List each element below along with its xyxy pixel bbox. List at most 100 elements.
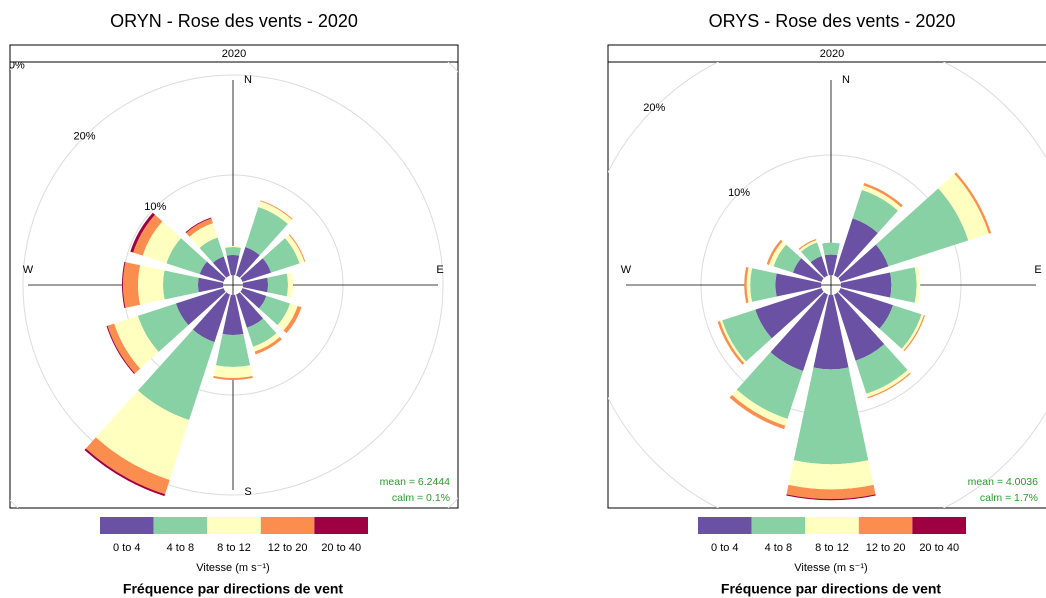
rose-segment — [133, 214, 163, 256]
r-tick-label: 30% — [3, 60, 25, 72]
strip-label: 2020 — [820, 48, 844, 60]
calm-label: calm = 0.1% — [392, 492, 450, 504]
r-tick-label: 10% — [144, 201, 166, 213]
rose-segment — [245, 207, 288, 256]
rose-segment — [750, 268, 777, 302]
compass-label: N — [842, 74, 850, 86]
strip-label: 2020 — [222, 48, 246, 60]
rose-segment — [867, 372, 911, 399]
grid-circle — [10, 62, 458, 508]
legend-label: 8 to 12 — [217, 542, 251, 554]
panel — [9, 61, 459, 509]
rose-segment — [786, 494, 876, 501]
rose-segment — [822, 242, 840, 256]
rose-segment — [801, 242, 822, 263]
legend-swatch — [100, 517, 154, 534]
rose-segment — [719, 320, 746, 364]
rose-segment — [879, 305, 922, 349]
rose-segment — [175, 288, 226, 326]
rose-segment — [863, 183, 903, 208]
rose-segment — [792, 258, 824, 282]
compass-label: W — [23, 264, 34, 276]
legend-swatch — [805, 517, 859, 534]
rose-segment — [186, 218, 213, 237]
rose-segment — [903, 315, 925, 352]
rose-segment — [240, 258, 272, 282]
rose-segment — [137, 303, 189, 352]
rose-segment — [213, 365, 253, 378]
rose-segment — [744, 266, 749, 304]
legend-swatch — [912, 517, 966, 534]
rose-segment — [137, 329, 215, 421]
rose-segment — [213, 375, 253, 380]
rose-segment — [166, 238, 207, 275]
r-tick-label: 20% — [643, 102, 665, 114]
rose-segment — [286, 272, 293, 298]
grid-circle — [22, 74, 444, 496]
mean-label: mean = 4.0036 — [968, 476, 1039, 488]
rose-segment — [283, 306, 302, 334]
r-tick-label: 10% — [728, 187, 750, 199]
rose-segment — [861, 185, 902, 211]
rose-segment — [242, 277, 268, 293]
rose-segment — [199, 261, 226, 282]
rose-segment — [285, 234, 305, 264]
rose-segment — [866, 370, 910, 398]
rose-segment — [236, 246, 260, 278]
rose-segment — [288, 234, 306, 262]
legend-swatch — [314, 517, 368, 534]
footer: Fréquence par directions de vent — [123, 581, 344, 597]
rose-segment — [142, 221, 181, 264]
chart-title: ORYN - Rose des vents - 2020 — [110, 11, 358, 31]
rose-segment — [258, 201, 292, 225]
rose-segment — [786, 484, 876, 499]
calm-label: calm = 1.7% — [980, 492, 1038, 504]
rose-segment — [840, 272, 892, 298]
rose-segment — [212, 256, 230, 278]
rose-segment — [731, 389, 788, 426]
compass-label: E — [1034, 264, 1041, 276]
legend-label: 12 to 20 — [268, 542, 308, 554]
compass-label: E — [436, 264, 443, 276]
legend-swatch — [751, 517, 806, 534]
rose-segment — [746, 267, 752, 303]
rose-segment — [722, 309, 772, 362]
rose-segment — [914, 266, 921, 304]
rose-segment — [793, 367, 869, 465]
rose-segment — [130, 212, 155, 253]
rose-segment — [246, 318, 277, 347]
rose-segment — [260, 200, 293, 220]
rose-segment — [277, 303, 298, 331]
rose-segment — [824, 254, 838, 276]
compass-label: W — [621, 264, 632, 276]
rose-segment — [240, 288, 267, 309]
rose-segment — [137, 265, 165, 305]
rose-segment — [189, 223, 218, 248]
rose-segment — [766, 239, 783, 265]
rose-segment — [855, 344, 908, 394]
rose-segment — [834, 292, 885, 361]
rose-segment — [95, 390, 190, 480]
compass-label: S — [244, 486, 251, 498]
rose-segment — [192, 292, 230, 343]
rose-segment — [838, 244, 889, 282]
rose-segment — [85, 437, 170, 495]
rose-segment — [199, 237, 224, 263]
rose-segment — [717, 321, 745, 365]
rose-segment — [834, 218, 878, 278]
rose-segment — [222, 294, 244, 335]
rose-segment — [253, 333, 280, 352]
rose-segment — [890, 267, 917, 303]
chart-title: ORYS - Rose des vents - 2020 — [709, 11, 956, 31]
rose-segment — [938, 173, 989, 241]
r-tick-label: 20% — [74, 130, 96, 142]
rose-segment — [197, 277, 224, 293]
rose-segment — [225, 246, 241, 256]
rose-segment — [122, 261, 126, 309]
rose-segment — [813, 294, 849, 370]
legend-label: 0 to 4 — [711, 542, 739, 554]
rose-segment — [755, 288, 824, 339]
legend-swatch — [858, 517, 913, 534]
